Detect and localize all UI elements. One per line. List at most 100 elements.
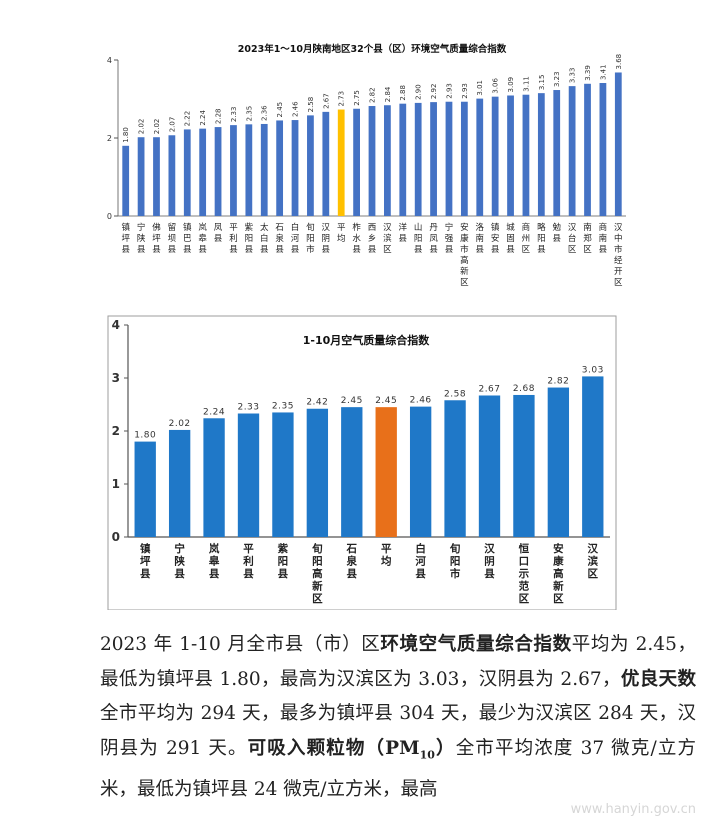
value-label: 2.90 bbox=[415, 84, 423, 100]
bar bbox=[307, 115, 314, 216]
category-label: 滨 bbox=[383, 233, 392, 244]
bar bbox=[399, 103, 407, 216]
value-label: 2.46 bbox=[291, 101, 299, 117]
chart-county-air-quality-32: 2023年1～10月陕南地区32个县（区）环境空气质量综合指数 0 2 4 1.80 镇坪… bbox=[107, 43, 626, 288]
value-label: 2.33 bbox=[230, 107, 238, 123]
value-label: 2.75 bbox=[353, 90, 361, 106]
category-label: 山 bbox=[414, 222, 423, 233]
category-label: 高 bbox=[312, 567, 323, 580]
bar bbox=[568, 86, 576, 216]
category-label: 利 bbox=[243, 555, 254, 568]
category-label: 太 bbox=[260, 222, 269, 233]
category-label: 县 bbox=[291, 245, 300, 255]
value-label: 2.45 bbox=[375, 396, 397, 406]
bar bbox=[122, 145, 130, 216]
bar bbox=[414, 102, 422, 216]
bar bbox=[230, 125, 237, 216]
bar bbox=[547, 387, 570, 537]
category-label: 略 bbox=[537, 222, 546, 233]
category-label: 洋 bbox=[399, 222, 408, 233]
value-label: 2.35 bbox=[272, 401, 294, 411]
category-label: 县 bbox=[352, 245, 361, 255]
bar bbox=[306, 408, 329, 537]
category-label: 泉 bbox=[346, 555, 358, 568]
category-label: 岚 bbox=[209, 542, 220, 555]
category-label: 平 bbox=[337, 223, 346, 233]
category-label: 乡 bbox=[368, 234, 377, 244]
value-label: 2.02 bbox=[138, 119, 146, 135]
watermark: www.hanyin.gov.cn bbox=[570, 802, 696, 817]
value-label: 2.93 bbox=[445, 83, 453, 99]
y-tick-label: 1 bbox=[112, 477, 120, 491]
category-label: 县 bbox=[137, 245, 146, 255]
value-label: 2.42 bbox=[306, 398, 328, 408]
category-label: 留 bbox=[168, 222, 177, 233]
bar bbox=[291, 120, 299, 216]
bar bbox=[507, 95, 514, 216]
value-label: 3.01 bbox=[476, 80, 484, 96]
category-label: 岚 bbox=[198, 223, 207, 233]
value-label: 2.22 bbox=[184, 111, 192, 127]
value-label: 3.41 bbox=[599, 64, 607, 80]
category-label: 示 bbox=[519, 568, 530, 580]
category-label: 巴 bbox=[183, 234, 192, 244]
category-label: 县 bbox=[491, 245, 500, 255]
value-label: 2.92 bbox=[430, 84, 438, 100]
category-label: 县 bbox=[198, 245, 207, 255]
category-label: 白 bbox=[415, 542, 426, 555]
bar bbox=[337, 109, 345, 216]
bar bbox=[375, 407, 397, 537]
category-label: 高 bbox=[460, 255, 469, 266]
value-label: 2.24 bbox=[203, 407, 225, 417]
chart-air-quality-index-1-10: 1-10月空气质量综合指数 0 1 2 3 4 1.80 镇坪县 2.02 宁陕县 2.24 岚皋县 2… bbox=[107, 315, 617, 610]
category-label: 阳 bbox=[537, 234, 546, 244]
category-label: 县 bbox=[152, 245, 161, 255]
category-label: 紫 bbox=[245, 223, 254, 233]
category-label: 利 bbox=[229, 233, 238, 244]
category-label: 旬 bbox=[449, 542, 461, 555]
category-label: 汉 bbox=[484, 542, 495, 555]
category-label: 宁 bbox=[174, 542, 185, 555]
value-label: 2.58 bbox=[307, 97, 315, 113]
category-label: 县 bbox=[415, 568, 426, 580]
category-label: 新 bbox=[312, 580, 323, 593]
category-label: 县 bbox=[243, 568, 254, 580]
category-label: 白 bbox=[260, 233, 269, 244]
category-label: 区 bbox=[522, 245, 531, 255]
value-label: 3.06 bbox=[492, 78, 500, 94]
category-label: 汉 bbox=[383, 223, 392, 233]
category-label: 县 bbox=[552, 234, 561, 244]
category-label: 县 bbox=[140, 568, 151, 580]
value-label: 3.15 bbox=[538, 75, 546, 91]
category-label: 县 bbox=[275, 245, 284, 255]
bar bbox=[368, 106, 376, 216]
bar bbox=[460, 101, 468, 216]
bar bbox=[537, 93, 545, 216]
category-label: 丹 bbox=[429, 223, 438, 233]
category-label: 汉 bbox=[614, 223, 623, 233]
bar bbox=[599, 83, 607, 216]
category-label: 强 bbox=[445, 234, 454, 244]
category-label: 口 bbox=[519, 556, 530, 568]
bar bbox=[276, 120, 284, 216]
value-label: 2.46 bbox=[410, 396, 432, 406]
category-label: 均 bbox=[337, 233, 346, 244]
bar bbox=[134, 441, 156, 537]
value-label: 3.09 bbox=[507, 77, 515, 93]
category-label: 汉 bbox=[588, 542, 599, 555]
category-label: 区 bbox=[312, 593, 323, 605]
category-label: 石 bbox=[346, 543, 358, 555]
y-tick-label: 0 bbox=[107, 212, 112, 221]
category-label: 汉 bbox=[322, 223, 331, 233]
bar bbox=[614, 72, 622, 216]
category-label: 阳 bbox=[414, 234, 423, 244]
category-label: 均 bbox=[381, 555, 392, 568]
value-label: 2.45 bbox=[276, 102, 284, 118]
category-label: 开 bbox=[614, 267, 623, 277]
value-label: 1.80 bbox=[134, 431, 156, 441]
value-label: 3.68 bbox=[615, 54, 623, 70]
category-label: 新 bbox=[553, 580, 564, 593]
category-label: 县 bbox=[174, 568, 185, 580]
value-label: 2.68 bbox=[513, 384, 535, 394]
bar bbox=[409, 406, 432, 537]
